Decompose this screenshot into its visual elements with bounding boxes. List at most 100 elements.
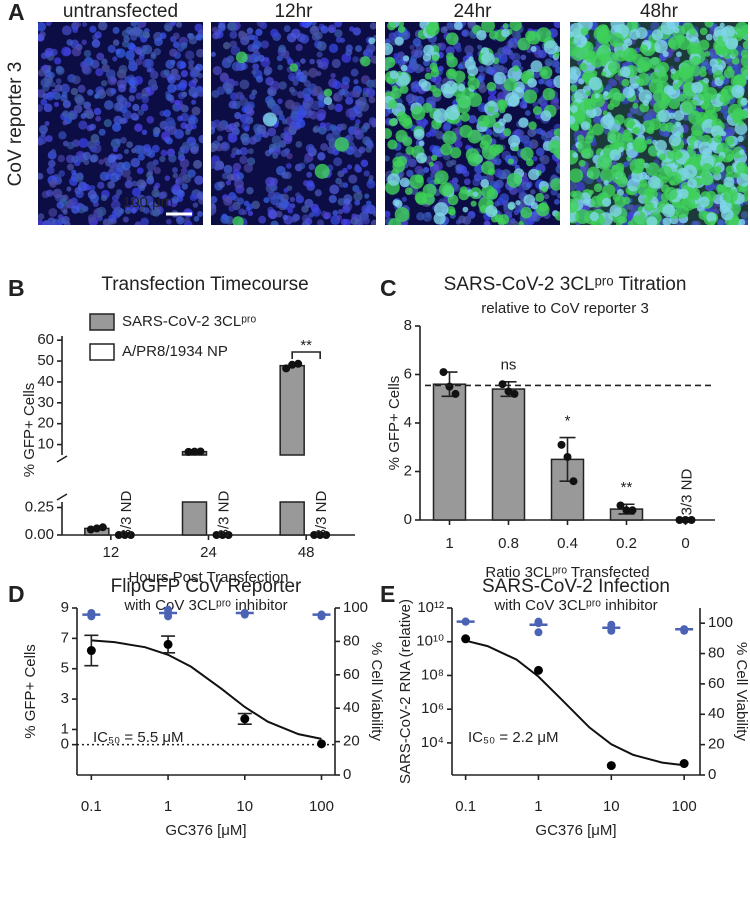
nucleus	[478, 84, 487, 94]
gfp-cell	[646, 216, 658, 225]
nucleus	[337, 198, 346, 206]
chart-title: FlipGFP CoV Reporter	[111, 576, 302, 597]
nucleus	[146, 67, 152, 73]
nucleus	[135, 58, 143, 66]
nucleus	[332, 80, 342, 90]
nucleus	[555, 164, 560, 174]
nucleus	[91, 39, 101, 48]
gfp-cell	[509, 22, 522, 32]
nucleus	[42, 64, 48, 70]
nucleus	[523, 140, 533, 150]
gfp-cell	[431, 154, 438, 161]
nucleus	[45, 135, 53, 143]
gfp-cell	[740, 49, 748, 59]
nucleus	[108, 214, 117, 223]
gfp-cell	[682, 82, 690, 91]
nucleus	[607, 78, 616, 87]
gfp-cell	[641, 61, 650, 70]
nucleus	[306, 96, 312, 102]
micrograph	[211, 22, 376, 225]
gfp-cell	[630, 215, 646, 225]
gfp-cell	[480, 179, 490, 188]
nucleus	[363, 48, 374, 59]
nucleus	[228, 100, 237, 109]
nucleus	[319, 61, 329, 70]
nucleus	[360, 125, 368, 133]
nucleus	[192, 202, 199, 208]
nucleus	[289, 196, 296, 202]
bar	[279, 364, 305, 456]
nucleus	[177, 178, 185, 185]
panel-label: B	[8, 275, 25, 301]
nucleus	[532, 156, 538, 162]
nucleus	[191, 69, 201, 78]
nucleus	[54, 220, 63, 225]
nucleus	[153, 48, 161, 56]
nucleus	[307, 180, 314, 187]
nucleus	[457, 63, 464, 70]
nucleus	[52, 188, 63, 199]
nucleus	[94, 93, 100, 99]
replicate-point	[310, 531, 319, 539]
nucleus	[94, 31, 102, 39]
nucleus	[57, 214, 64, 220]
nucleus	[50, 148, 56, 155]
nucleus	[227, 22, 237, 31]
gfp-cell	[517, 37, 531, 51]
nucleus	[458, 215, 467, 224]
ic50-annotation: IC₅₀ = 5.5 μM	[93, 729, 184, 746]
gfp-cell	[518, 220, 524, 225]
replicate-point	[445, 382, 454, 391]
nucleus	[60, 83, 70, 94]
gfp-cell	[723, 176, 735, 188]
replicate-point	[675, 516, 684, 524]
gfp-cell	[387, 139, 398, 150]
nucleus	[473, 173, 482, 182]
chart-title: SARS-CoV-2 3CLᵖʳᵒ Titration	[444, 274, 687, 295]
nucleus	[353, 79, 359, 85]
gfp-cell	[554, 211, 560, 221]
nucleus	[341, 167, 348, 174]
gfp-cell	[575, 209, 591, 225]
nucleus	[130, 207, 137, 214]
gfp-cell	[477, 114, 490, 128]
y-tick-label: 50	[37, 352, 54, 369]
nucleus	[167, 83, 177, 93]
nucleus	[238, 208, 246, 216]
gfp-cell	[512, 65, 520, 72]
y2-tick-label: 60	[343, 666, 360, 683]
x-tick-label: 1	[164, 798, 172, 815]
gfp-cell	[601, 197, 612, 207]
nucleus	[367, 142, 374, 150]
nucleus	[50, 81, 56, 88]
nucleus	[165, 218, 172, 225]
nucleus	[233, 178, 244, 189]
gfp-cell	[582, 53, 588, 60]
gfp-cell	[526, 158, 534, 167]
nucleus	[177, 82, 187, 91]
nucleus	[253, 56, 260, 62]
gfp-cell	[644, 201, 655, 212]
nucleus	[271, 135, 282, 145]
nucleus	[645, 112, 654, 122]
nucleus	[252, 40, 262, 50]
gfp-cell	[740, 97, 748, 106]
y-tick-label: 1	[61, 720, 69, 737]
nucleus	[246, 27, 254, 35]
nucleus	[320, 25, 329, 34]
nucleus	[71, 155, 79, 163]
replicate-point	[628, 506, 637, 515]
nucleus	[112, 26, 120, 34]
nucleus	[555, 66, 560, 74]
nucleus	[290, 111, 298, 119]
chart-subtitle: with CoV 3CLᵖʳᵒ inhibitor	[123, 597, 287, 614]
gfp-cell	[662, 217, 672, 225]
nucleus	[148, 78, 157, 88]
nucleus	[174, 99, 180, 106]
nucleus	[280, 149, 289, 158]
gfp-cell	[422, 183, 437, 198]
nucleus	[239, 113, 250, 124]
nucleus	[251, 89, 258, 96]
nucleus	[371, 79, 376, 88]
nucleus	[535, 147, 545, 157]
